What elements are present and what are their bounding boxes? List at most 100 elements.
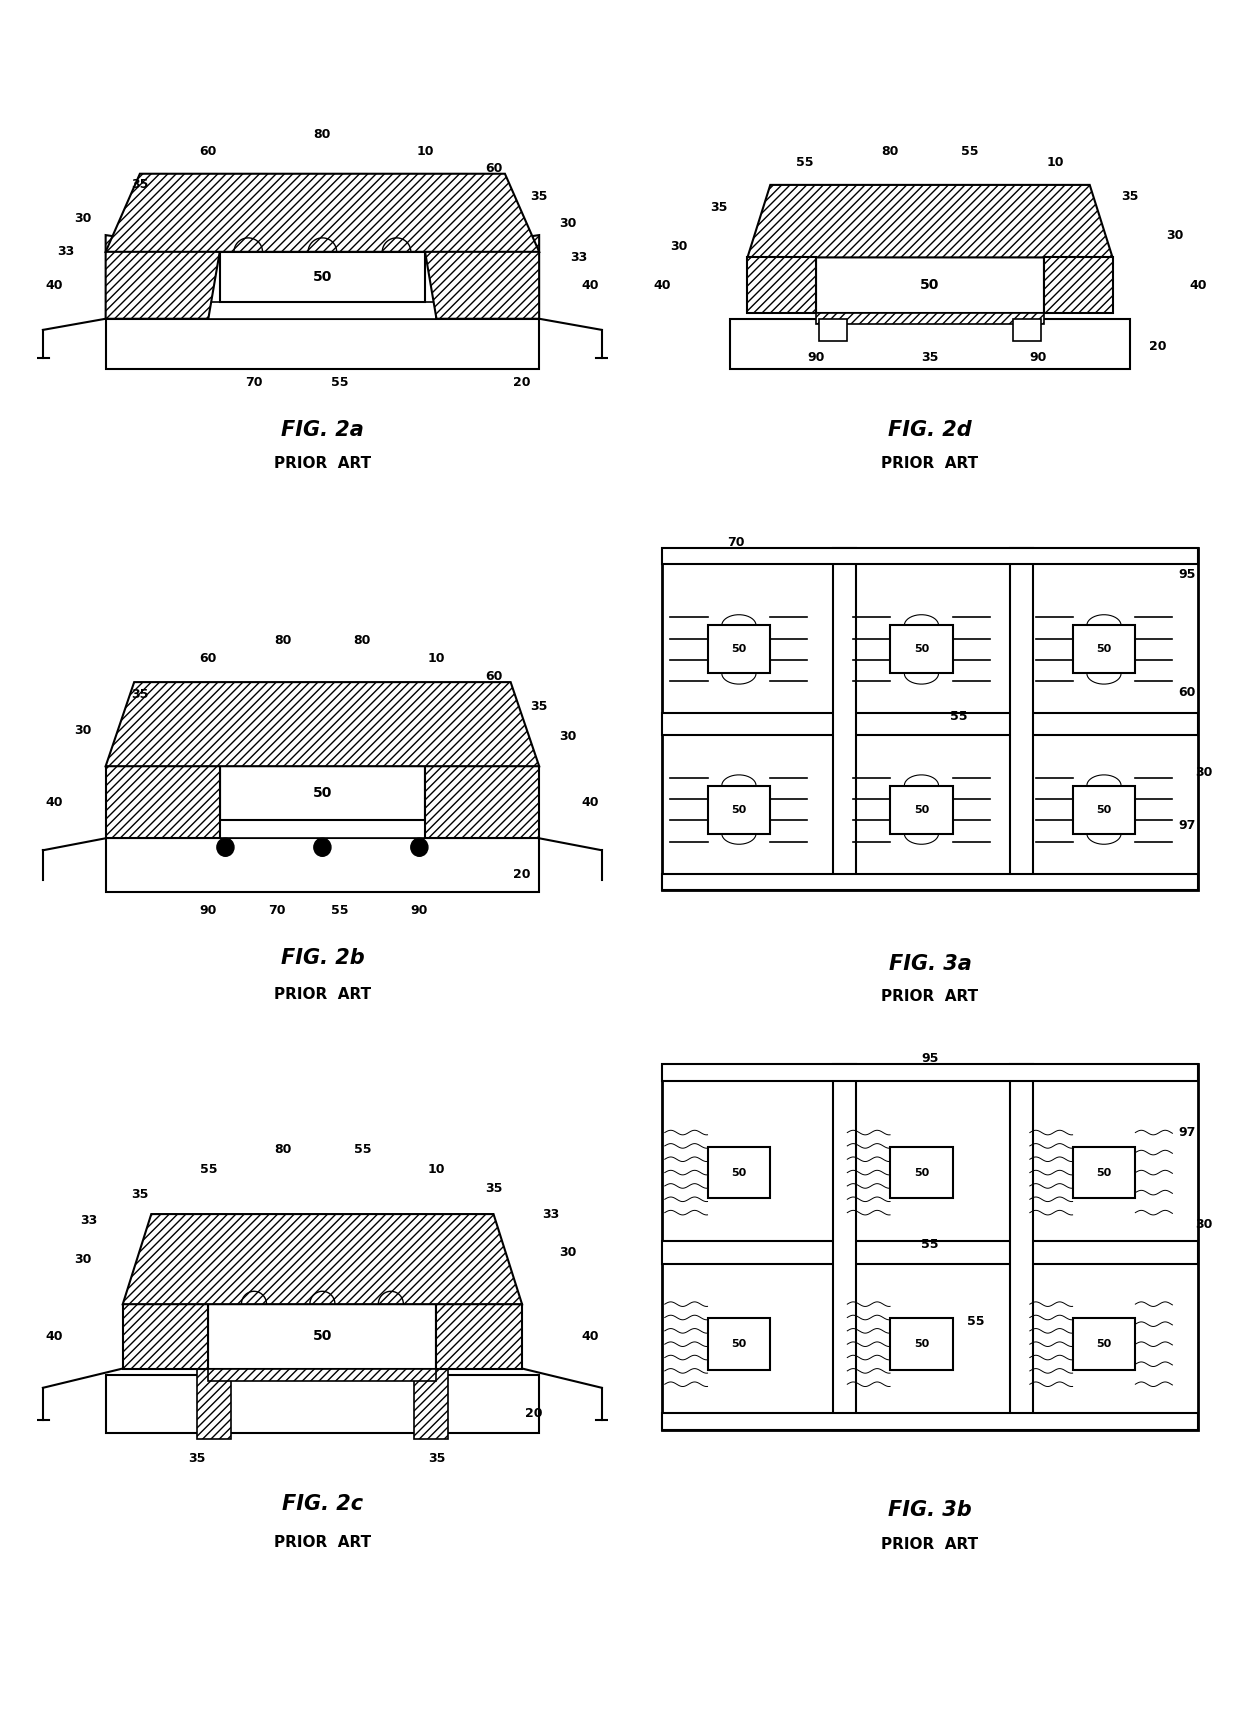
Text: FIG. 2b: FIG. 2b — [280, 949, 365, 968]
Text: 55: 55 — [796, 156, 813, 170]
Text: 97: 97 — [1178, 1126, 1195, 1139]
Polygon shape — [123, 1304, 208, 1369]
Bar — [219, 765, 425, 820]
Bar — [1013, 319, 1042, 341]
Text: 33: 33 — [79, 1213, 97, 1227]
Text: PRIOR  ART: PRIOR ART — [882, 988, 978, 1004]
Bar — [219, 252, 425, 302]
Text: 90: 90 — [200, 904, 217, 916]
Text: 35: 35 — [131, 1187, 149, 1201]
Bar — [1073, 786, 1136, 834]
Text: 60: 60 — [1178, 686, 1195, 698]
Text: 30: 30 — [1195, 1218, 1213, 1230]
Text: 30: 30 — [74, 211, 92, 225]
Bar — [708, 1146, 770, 1198]
Text: 10: 10 — [1047, 156, 1064, 170]
Polygon shape — [105, 235, 219, 319]
Text: 90: 90 — [410, 904, 428, 916]
Polygon shape — [105, 173, 539, 252]
Text: 40: 40 — [582, 1330, 599, 1344]
Bar — [816, 257, 1044, 312]
Text: 80: 80 — [882, 144, 899, 158]
Polygon shape — [123, 1215, 522, 1304]
Text: 50: 50 — [914, 1167, 929, 1177]
Text: 35: 35 — [131, 688, 149, 700]
Polygon shape — [105, 765, 219, 839]
Text: 80: 80 — [353, 633, 371, 647]
Text: 35: 35 — [531, 189, 548, 202]
Text: 50: 50 — [732, 645, 746, 654]
Text: 35: 35 — [1121, 189, 1138, 202]
Bar — [662, 1064, 1198, 1081]
Text: 50: 50 — [732, 1167, 746, 1177]
Text: 70: 70 — [728, 535, 745, 549]
Text: 30: 30 — [559, 1246, 577, 1260]
Text: 50: 50 — [312, 269, 332, 283]
Text: FIG. 3a: FIG. 3a — [889, 954, 971, 975]
Text: PRIOR  ART: PRIOR ART — [274, 1534, 371, 1550]
Text: FIG. 2c: FIG. 2c — [281, 1493, 363, 1514]
Text: 80: 80 — [314, 129, 331, 141]
Bar — [208, 820, 436, 839]
Text: 40: 40 — [582, 796, 599, 808]
Circle shape — [217, 839, 234, 856]
Text: 40: 40 — [46, 1330, 63, 1344]
Text: 10: 10 — [417, 144, 434, 158]
Polygon shape — [1044, 257, 1112, 312]
Text: 55: 55 — [950, 710, 967, 722]
Text: 35: 35 — [711, 201, 728, 214]
Bar — [105, 839, 539, 892]
Text: 90: 90 — [1029, 352, 1047, 364]
Text: 50: 50 — [1096, 1338, 1111, 1349]
Bar — [662, 873, 1198, 889]
Text: 35: 35 — [921, 352, 939, 364]
Bar — [833, 1064, 856, 1429]
Text: 20: 20 — [513, 376, 531, 390]
Polygon shape — [436, 1304, 522, 1369]
Text: 33: 33 — [57, 245, 74, 259]
Text: PRIOR  ART: PRIOR ART — [274, 456, 371, 472]
Text: 33: 33 — [570, 251, 588, 264]
Text: 30: 30 — [671, 240, 688, 252]
Text: FIG. 2d: FIG. 2d — [888, 420, 972, 441]
Text: 30: 30 — [1195, 765, 1213, 779]
Text: FIG. 2a: FIG. 2a — [281, 420, 363, 441]
Bar — [1009, 547, 1033, 889]
Text: PRIOR  ART: PRIOR ART — [882, 1538, 978, 1551]
Text: 50: 50 — [914, 805, 929, 815]
Bar — [662, 1412, 1198, 1429]
Bar — [662, 547, 1198, 565]
Text: 40: 40 — [653, 278, 671, 292]
Text: 55: 55 — [961, 144, 978, 158]
Text: 40: 40 — [46, 796, 63, 808]
Text: 60: 60 — [485, 161, 502, 175]
Bar — [818, 319, 847, 341]
Text: 55: 55 — [200, 1162, 217, 1175]
Text: 50: 50 — [312, 1330, 332, 1344]
Circle shape — [410, 839, 428, 856]
Bar — [708, 625, 770, 673]
Text: 35: 35 — [428, 1452, 445, 1465]
Text: 50: 50 — [732, 1338, 746, 1349]
Bar — [1009, 1064, 1033, 1429]
Text: 40: 40 — [1189, 278, 1207, 292]
Text: 35: 35 — [131, 178, 149, 192]
Text: 70: 70 — [246, 376, 263, 390]
Text: 10: 10 — [428, 1162, 445, 1175]
Text: 95: 95 — [1178, 568, 1195, 582]
Text: 40: 40 — [582, 278, 599, 292]
Bar — [890, 1318, 952, 1369]
Text: 60: 60 — [200, 144, 217, 158]
Bar — [1073, 625, 1136, 673]
Bar — [105, 319, 539, 369]
Bar — [1073, 1146, 1136, 1198]
Text: 30: 30 — [1167, 228, 1184, 242]
Text: 60: 60 — [485, 669, 502, 683]
Text: 40: 40 — [46, 278, 63, 292]
Bar — [730, 319, 1130, 369]
Polygon shape — [748, 257, 816, 312]
Bar — [662, 714, 1198, 734]
Text: 55: 55 — [353, 1143, 371, 1157]
Text: PRIOR  ART: PRIOR ART — [274, 987, 371, 1002]
Text: 33: 33 — [542, 1208, 559, 1220]
